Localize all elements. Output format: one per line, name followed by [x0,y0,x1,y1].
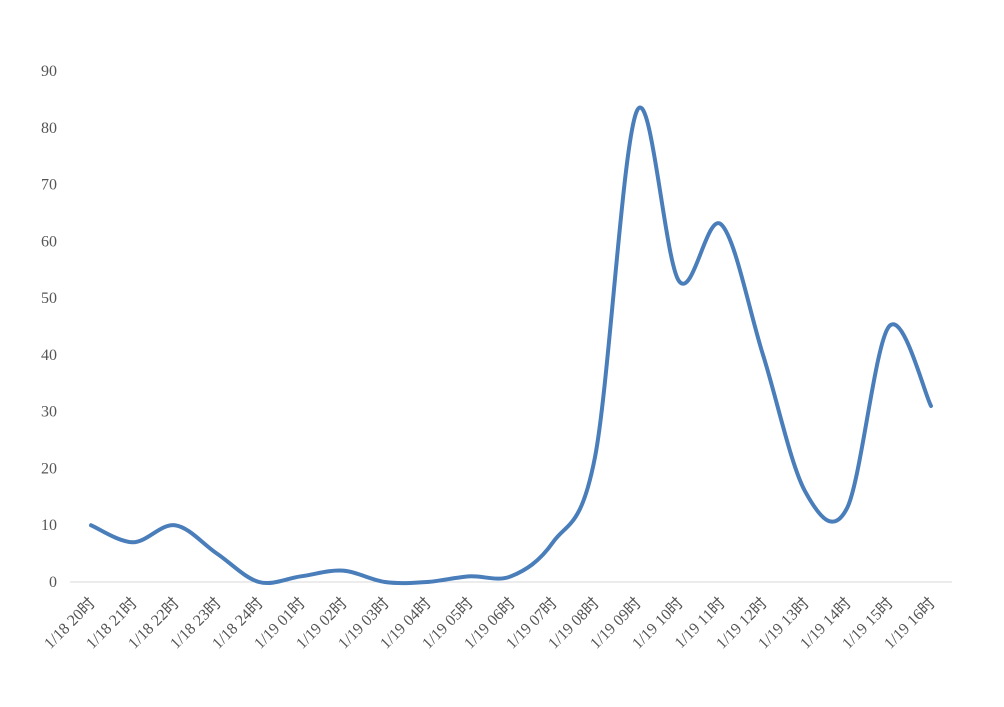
y-tick-label: 40 [41,347,57,364]
y-tick-label: 50 [41,290,57,307]
y-tick-label: 20 [41,460,57,477]
y-tick-label: 90 [41,63,57,80]
y-tick-label: 80 [41,120,57,137]
y-tick-label: 70 [41,177,57,194]
y-tick-label: 60 [41,233,57,250]
data-line [89,105,933,586]
y-tick-label: 30 [41,404,57,421]
y-tick-label: 10 [41,517,57,534]
y-tick-label: 0 [49,574,57,591]
